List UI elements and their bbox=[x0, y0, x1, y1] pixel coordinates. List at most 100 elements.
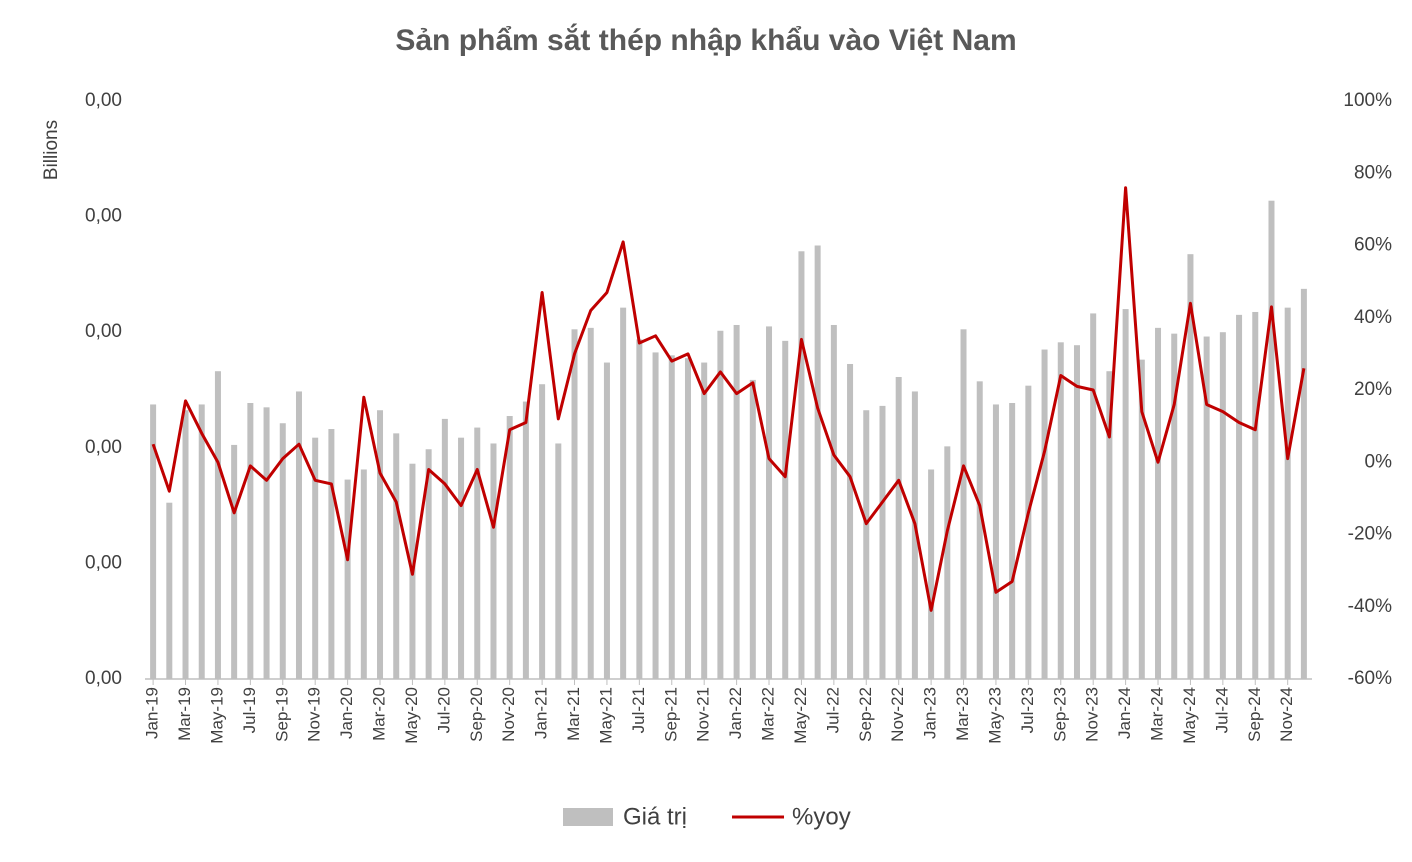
x-tick-label: Mar-24 bbox=[1148, 687, 1167, 741]
y-tick-label: 0,00 bbox=[85, 206, 122, 227]
bar bbox=[377, 410, 384, 679]
x-tick-label: Jul-23 bbox=[1018, 687, 1037, 733]
bar bbox=[879, 405, 886, 679]
bar bbox=[766, 326, 773, 679]
bar bbox=[150, 404, 157, 679]
bar bbox=[166, 502, 173, 679]
x-tick-label: Nov-21 bbox=[694, 687, 713, 742]
x-tick-label: Sep-20 bbox=[467, 687, 486, 742]
x-tick-label: Jul-20 bbox=[434, 687, 453, 733]
bar bbox=[1057, 342, 1064, 679]
bar bbox=[944, 446, 951, 679]
legend-swatch bbox=[563, 808, 613, 826]
bar bbox=[1106, 371, 1113, 679]
bar bbox=[425, 449, 432, 679]
x-tick-label: Sep-24 bbox=[1245, 687, 1264, 742]
bar bbox=[182, 410, 189, 679]
bar bbox=[782, 340, 789, 679]
y2-tick-label: 40% bbox=[1354, 307, 1392, 328]
y-tick-label: 0,00 bbox=[85, 552, 122, 573]
bar bbox=[360, 469, 367, 679]
bar bbox=[522, 401, 529, 679]
bar bbox=[263, 407, 270, 679]
y2-tick-label: 80% bbox=[1354, 162, 1392, 183]
y2-tick-label: 100% bbox=[1343, 90, 1392, 111]
x-tick-label: May-20 bbox=[402, 687, 421, 744]
bar bbox=[571, 329, 578, 679]
bar bbox=[555, 443, 562, 679]
bar bbox=[895, 376, 902, 679]
x-tick-label: Mar-21 bbox=[564, 687, 583, 741]
bar bbox=[668, 355, 675, 679]
y2-tick-label: 60% bbox=[1354, 235, 1392, 256]
bar bbox=[279, 423, 286, 679]
legend-label: Giá trị bbox=[623, 803, 687, 830]
bar bbox=[506, 416, 513, 679]
x-tick-label: Mar-23 bbox=[953, 687, 972, 741]
line bbox=[151, 186, 1306, 612]
y-tick-label: 0,00 bbox=[85, 90, 122, 111]
bar bbox=[652, 352, 659, 679]
x-tick-label: Jan-20 bbox=[337, 687, 356, 739]
bar bbox=[1252, 311, 1259, 679]
x-tick-label: Mar-22 bbox=[759, 687, 778, 741]
bar bbox=[474, 427, 481, 679]
x-tick-label: Jul-21 bbox=[629, 687, 648, 733]
bar bbox=[814, 245, 821, 679]
x-tick-label: Jan-21 bbox=[532, 687, 551, 739]
bar bbox=[603, 362, 610, 679]
bar bbox=[1268, 200, 1275, 679]
x-tick-label: Nov-20 bbox=[499, 687, 518, 742]
y-axis-label: Billions bbox=[41, 120, 62, 180]
x-tick-label: Jul-24 bbox=[1212, 687, 1231, 733]
bar bbox=[1090, 313, 1097, 679]
chart-title: Sản phẩm sắt thép nhập khẩu vào Việt Nam bbox=[395, 23, 1016, 57]
bar bbox=[684, 358, 691, 679]
y-tick-label: 0,00 bbox=[85, 321, 122, 342]
x-tick-label: May-22 bbox=[791, 687, 810, 744]
y2-tick-label: -20% bbox=[1348, 524, 1392, 545]
x-tick-label: Mar-19 bbox=[175, 687, 194, 741]
bar bbox=[441, 418, 448, 679]
bar bbox=[1187, 254, 1194, 680]
bar bbox=[1300, 288, 1307, 679]
x-tick-label: Jan-22 bbox=[726, 687, 745, 739]
bar bbox=[295, 391, 302, 679]
x-tick-label: Jul-19 bbox=[240, 687, 259, 733]
bar bbox=[1236, 314, 1243, 679]
x-tick-label: Jan-19 bbox=[143, 687, 162, 739]
y2-tick-label: -40% bbox=[1348, 596, 1392, 617]
x-tick-label: Nov-23 bbox=[1083, 687, 1102, 742]
x-tick-label: May-23 bbox=[985, 687, 1004, 744]
bar bbox=[1025, 385, 1032, 679]
bar bbox=[960, 329, 967, 679]
y2-tick-label: -60% bbox=[1348, 668, 1392, 689]
bar bbox=[701, 362, 708, 679]
x-tick-label: Jul-22 bbox=[823, 687, 842, 733]
bar bbox=[911, 391, 918, 679]
legend-label: %yoy bbox=[792, 803, 851, 830]
x-tick-label: Sep-22 bbox=[856, 687, 875, 742]
bar bbox=[1009, 403, 1016, 679]
bar bbox=[1203, 336, 1210, 679]
bar bbox=[976, 381, 983, 679]
bar bbox=[1122, 309, 1129, 679]
bar bbox=[587, 327, 594, 679]
x-tick-label: Sep-23 bbox=[1050, 687, 1069, 742]
bar bbox=[231, 444, 238, 679]
bar bbox=[312, 437, 319, 679]
bar bbox=[1171, 333, 1178, 679]
y-tick-label: 0,00 bbox=[85, 668, 122, 689]
x-tick-label: Jan-23 bbox=[921, 687, 940, 739]
bar bbox=[1219, 332, 1226, 679]
bar bbox=[749, 379, 756, 679]
x-tick-label: May-21 bbox=[596, 687, 615, 744]
y2-tick-label: 20% bbox=[1354, 379, 1392, 400]
bar bbox=[847, 363, 854, 679]
x-tick-label: Sep-19 bbox=[272, 687, 291, 742]
x-tick-label: Nov-24 bbox=[1277, 687, 1296, 742]
bar bbox=[214, 371, 221, 679]
x-tick-label: May-24 bbox=[1180, 687, 1199, 744]
bar bbox=[490, 443, 497, 679]
bar bbox=[733, 324, 740, 679]
